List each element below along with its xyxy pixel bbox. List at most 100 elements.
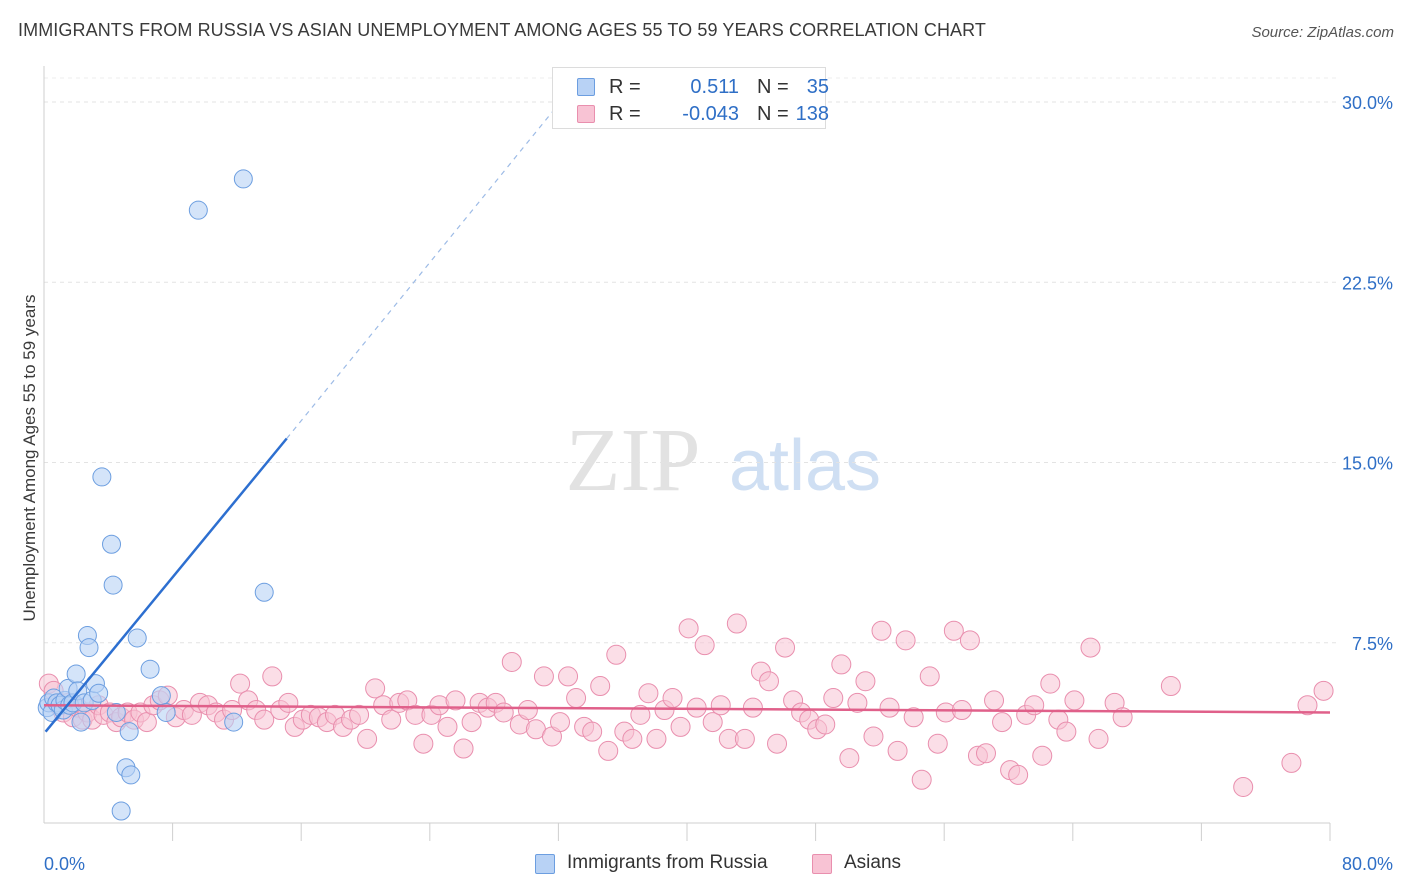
legend-r-label: R = — [609, 76, 641, 98]
data-point-asians — [694, 635, 715, 656]
data-point-asians — [726, 613, 747, 634]
data-point-asians — [911, 769, 932, 790]
data-point-asians — [1281, 752, 1302, 773]
data-point-asians — [230, 673, 251, 694]
data-point-asians — [622, 728, 643, 749]
data-point-asians — [1056, 721, 1077, 742]
data-point-asians — [349, 704, 370, 725]
data-point-russia — [233, 169, 253, 189]
watermark: ZIP atlas — [566, 411, 882, 510]
legend-n-value: 138 — [795, 103, 829, 125]
legend-r-value: -0.043 — [682, 103, 739, 125]
data-point-asians — [903, 707, 924, 728]
russia-points — [37, 169, 274, 821]
data-point-asians — [437, 716, 458, 737]
data-point-russia — [121, 765, 141, 785]
y-tick-label: 7.5% — [1352, 634, 1393, 654]
data-point-asians — [262, 666, 283, 687]
data-point-asians — [590, 676, 611, 697]
trend-line-asians — [43, 703, 1331, 714]
data-point-asians — [357, 728, 378, 749]
data-point-asians — [598, 740, 619, 761]
data-point-asians — [662, 688, 683, 709]
legend-swatch-asians — [577, 105, 595, 123]
legend-r-label: R = — [609, 103, 641, 125]
data-point-asians — [678, 618, 699, 639]
data-point-asians — [365, 678, 386, 699]
data-point-asians — [413, 733, 434, 754]
data-point-asians — [984, 690, 1005, 711]
y-tick-label: 15.0% — [1342, 454, 1393, 474]
data-point-asians — [278, 692, 299, 713]
data-point-asians — [887, 740, 908, 761]
data-point-asians — [734, 728, 755, 749]
data-point-asians — [1032, 745, 1053, 766]
data-point-asians — [855, 671, 876, 692]
watermark-atlas: atlas — [729, 426, 881, 506]
data-point-asians — [461, 712, 482, 733]
data-point-russia — [111, 801, 131, 821]
data-point-asians — [1064, 690, 1085, 711]
data-point-russia — [92, 467, 112, 487]
data-point-asians — [710, 695, 731, 716]
data-point-asians — [1313, 680, 1334, 701]
legend-n-label: N = — [757, 103, 789, 125]
data-point-russia — [119, 722, 139, 742]
data-point-asians — [815, 714, 836, 735]
legend-swatch-russia — [535, 854, 555, 874]
data-point-russia — [254, 582, 274, 602]
data-point-russia — [151, 686, 171, 706]
legend-label-russia: Immigrants from Russia — [567, 852, 768, 873]
asians-points — [38, 613, 1334, 797]
data-point-russia — [156, 702, 176, 722]
data-point-asians — [381, 709, 402, 730]
data-point-asians — [501, 651, 522, 672]
data-point-asians — [943, 620, 964, 641]
data-point-asians — [742, 697, 763, 718]
data-point-asians — [879, 697, 900, 718]
legend-n-label: N = — [757, 76, 789, 98]
data-point-asians — [775, 637, 796, 658]
data-point-asians — [1088, 728, 1109, 749]
data-point-asians — [453, 738, 474, 759]
data-point-russia — [71, 712, 91, 732]
data-point-russia — [106, 702, 126, 722]
data-point-asians — [606, 644, 627, 665]
trend-line-russia — [44, 437, 288, 733]
data-point-asians — [670, 716, 691, 737]
data-point-russia — [224, 712, 244, 732]
data-point-asians — [702, 712, 723, 733]
data-point-asians — [823, 688, 844, 709]
data-point-russia — [66, 664, 86, 684]
data-point-asians — [550, 712, 571, 733]
data-point-asians — [517, 700, 538, 721]
data-point-russia — [188, 200, 208, 220]
data-point-asians — [863, 726, 884, 747]
data-point-asians — [1233, 776, 1254, 797]
data-point-asians — [839, 748, 860, 769]
data-point-asians — [638, 683, 659, 704]
x-tick-label: 80.0% — [1342, 854, 1393, 874]
tick-labels: 7.5% 15.0% 22.5% 30.0% 0.0% 80.0% — [44, 93, 1393, 874]
legend-n-value: 35 — [806, 76, 829, 98]
data-point-russia — [102, 534, 122, 554]
data-point-asians — [1008, 764, 1029, 785]
data-point-asians — [871, 620, 892, 641]
data-point-asians — [767, 733, 788, 754]
data-point-russia — [103, 575, 123, 595]
data-point-asians — [493, 702, 514, 723]
data-point-asians — [992, 712, 1013, 733]
data-point-asians — [254, 709, 275, 730]
data-point-asians — [582, 721, 603, 742]
data-point-asians — [959, 630, 980, 651]
data-point-russia — [79, 638, 99, 658]
data-point-asians — [758, 671, 779, 692]
watermark-zip: ZIP — [566, 411, 701, 510]
data-point-asians — [1080, 637, 1101, 658]
trend-lines — [43, 104, 1331, 733]
data-point-russia — [89, 683, 109, 703]
data-point-asians — [646, 728, 667, 749]
legend-swatch-russia — [577, 78, 595, 96]
x-tick-label: 0.0% — [44, 854, 85, 874]
data-point-asians — [1297, 695, 1318, 716]
